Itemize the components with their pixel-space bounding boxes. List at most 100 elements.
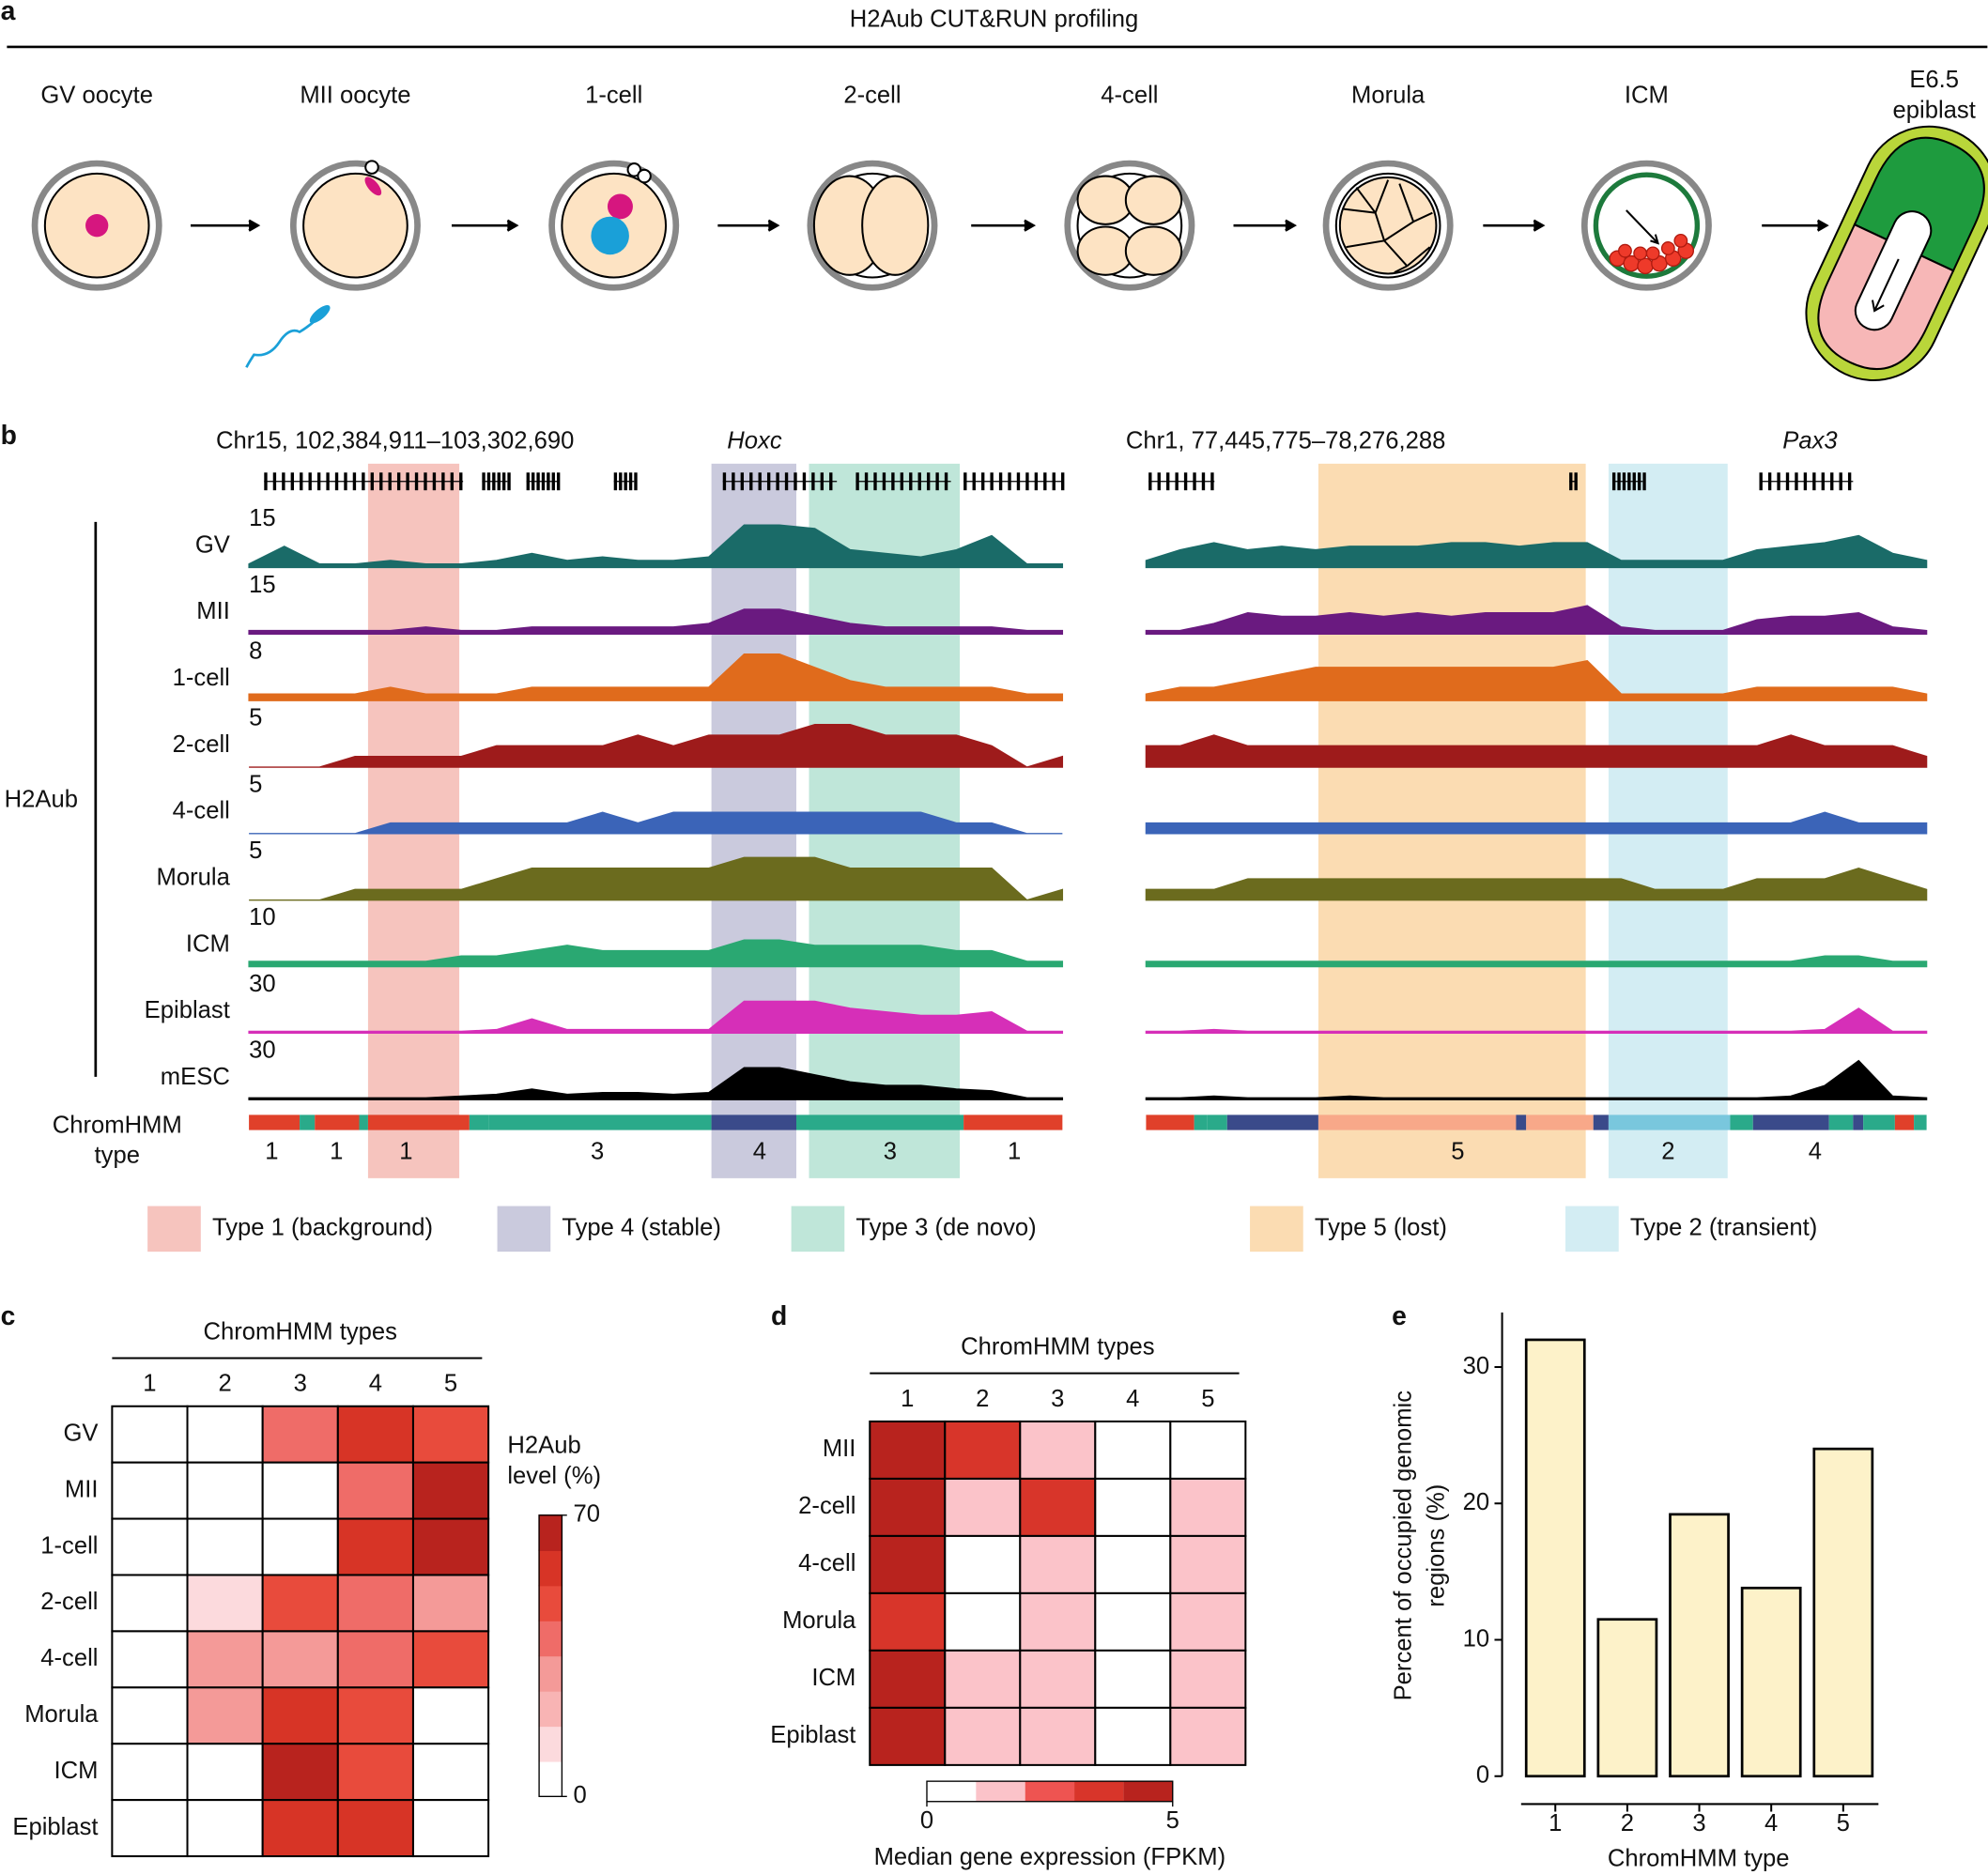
exon: [972, 472, 976, 491]
track-scale: 5: [249, 838, 262, 864]
exon: [1632, 472, 1636, 491]
exon: [482, 472, 485, 491]
colorbar-band: [538, 1585, 563, 1621]
heatmap-cell: [869, 1591, 947, 1652]
heatmap-cell: [944, 1420, 1022, 1480]
signal-track: [248, 653, 1064, 701]
row-label: 4-cell: [40, 1645, 98, 1671]
heatmap-cell: [411, 1574, 490, 1633]
exon: [450, 472, 455, 491]
heatmap-cell: [944, 1477, 1022, 1537]
heatmap-cell: [186, 1574, 264, 1633]
chromhmm-type: 4: [753, 1139, 766, 1165]
exon: [891, 472, 895, 491]
exon: [1008, 472, 1011, 491]
heatmap-cell: [1019, 1420, 1097, 1480]
exon: [486, 472, 491, 491]
heatmap-cell: [411, 1799, 490, 1858]
chromhmm-type: 1: [399, 1139, 412, 1165]
chromhmm-label: ChromHMM: [53, 1112, 182, 1138]
colorbar-label: Median gene expression (FPKM): [874, 1844, 1226, 1870]
colorbar-tick-label: 5: [1166, 1807, 1179, 1834]
track-label: MII: [196, 598, 230, 624]
chromhmm-segment: [1608, 1114, 1731, 1130]
exon: [501, 472, 506, 491]
chromhmm-segment: [469, 1114, 489, 1130]
colorbar-band: [538, 1620, 563, 1657]
chromhmm-type: 3: [884, 1139, 897, 1165]
signal-track: [248, 939, 1064, 968]
chromhmm-segment: [1914, 1114, 1927, 1130]
chromhmm-segment: [249, 1114, 301, 1130]
chromhmm-segment: [963, 1114, 1063, 1130]
x-tick-label: 5: [1837, 1810, 1850, 1837]
legend-swatch: [497, 1206, 551, 1253]
row-label: Morula: [24, 1701, 99, 1728]
heatmap-cell: [336, 1405, 414, 1464]
exon: [722, 472, 727, 491]
cell-diagrams: [31, 125, 1988, 381]
exon: [432, 472, 437, 491]
heatmap-cell: [111, 1799, 189, 1858]
heatmap-cell: [1169, 1591, 1247, 1652]
exon: [1637, 472, 1641, 491]
column-label: 3: [1051, 1386, 1064, 1412]
exon: [300, 472, 303, 491]
heatmap-cell: [1019, 1649, 1097, 1709]
heatmap-cell: [186, 1743, 264, 1802]
row-label: Epiblast: [12, 1814, 98, 1840]
legend-label: Type 4 (stable): [562, 1215, 721, 1241]
heatmap-cell: [336, 1686, 414, 1745]
chromhmm-type: 2: [1661, 1139, 1674, 1165]
row-label: 1-cell: [40, 1532, 98, 1559]
signal-track: [248, 1067, 1064, 1100]
chromhmm-segment: [1318, 1114, 1517, 1130]
chromhmm-segment: [1526, 1114, 1594, 1130]
column-label: 1: [143, 1371, 156, 1397]
exon: [1759, 472, 1763, 491]
stage-label: Morula: [1351, 82, 1426, 108]
heatmap-cell: [1094, 1706, 1172, 1766]
x-tick-label: 1: [1549, 1810, 1562, 1837]
signal-track: [1145, 867, 1928, 901]
column-label: 4: [1126, 1386, 1139, 1412]
heatmap-cell: [1094, 1534, 1172, 1594]
exon: [414, 472, 419, 491]
chromhmm-segment: [1226, 1114, 1318, 1130]
heatmap-cell: [869, 1477, 947, 1537]
exon: [981, 472, 985, 491]
signal-track: [248, 1000, 1064, 1035]
legend-label: Type 3 (de novo): [855, 1215, 1036, 1241]
heatmap-cell: [411, 1686, 490, 1745]
track-scale: 8: [249, 638, 262, 665]
signal-track: [1145, 534, 1928, 569]
column-label: 4: [369, 1371, 382, 1397]
heatmap-cell: [336, 1574, 414, 1633]
colorbar-label: level (%): [507, 1463, 601, 1489]
exon: [1052, 472, 1056, 491]
legend-label: Type 5 (lost): [1315, 1215, 1447, 1241]
exon: [316, 472, 321, 491]
heatmap-cell: [111, 1405, 189, 1464]
heatmap-cell: [1169, 1706, 1247, 1766]
colorbar-band: [538, 1549, 563, 1587]
colorbar-band: [1123, 1781, 1173, 1802]
stage-label: MII oocyte: [300, 82, 410, 108]
row-label: 4-cell: [798, 1550, 855, 1576]
chromhmm-segment: [1752, 1114, 1829, 1130]
highlight: [1318, 463, 1586, 1178]
y-tick-label: 0: [1476, 1762, 1489, 1789]
row-label: MII: [65, 1476, 99, 1502]
exon: [370, 472, 375, 491]
chromhmm-type: 1: [1008, 1139, 1021, 1165]
heatmap-cell: [111, 1686, 189, 1745]
exon: [794, 472, 797, 491]
heatmap-cell: [261, 1517, 339, 1576]
track-label: Morula: [157, 865, 231, 891]
stage-label: 2-cell: [843, 82, 901, 108]
exon: [352, 472, 357, 491]
exon: [441, 472, 445, 491]
heatmap-cell: [336, 1799, 414, 1858]
colorbar-frame: [926, 1780, 1174, 1803]
track-scale: 30: [249, 1037, 276, 1064]
